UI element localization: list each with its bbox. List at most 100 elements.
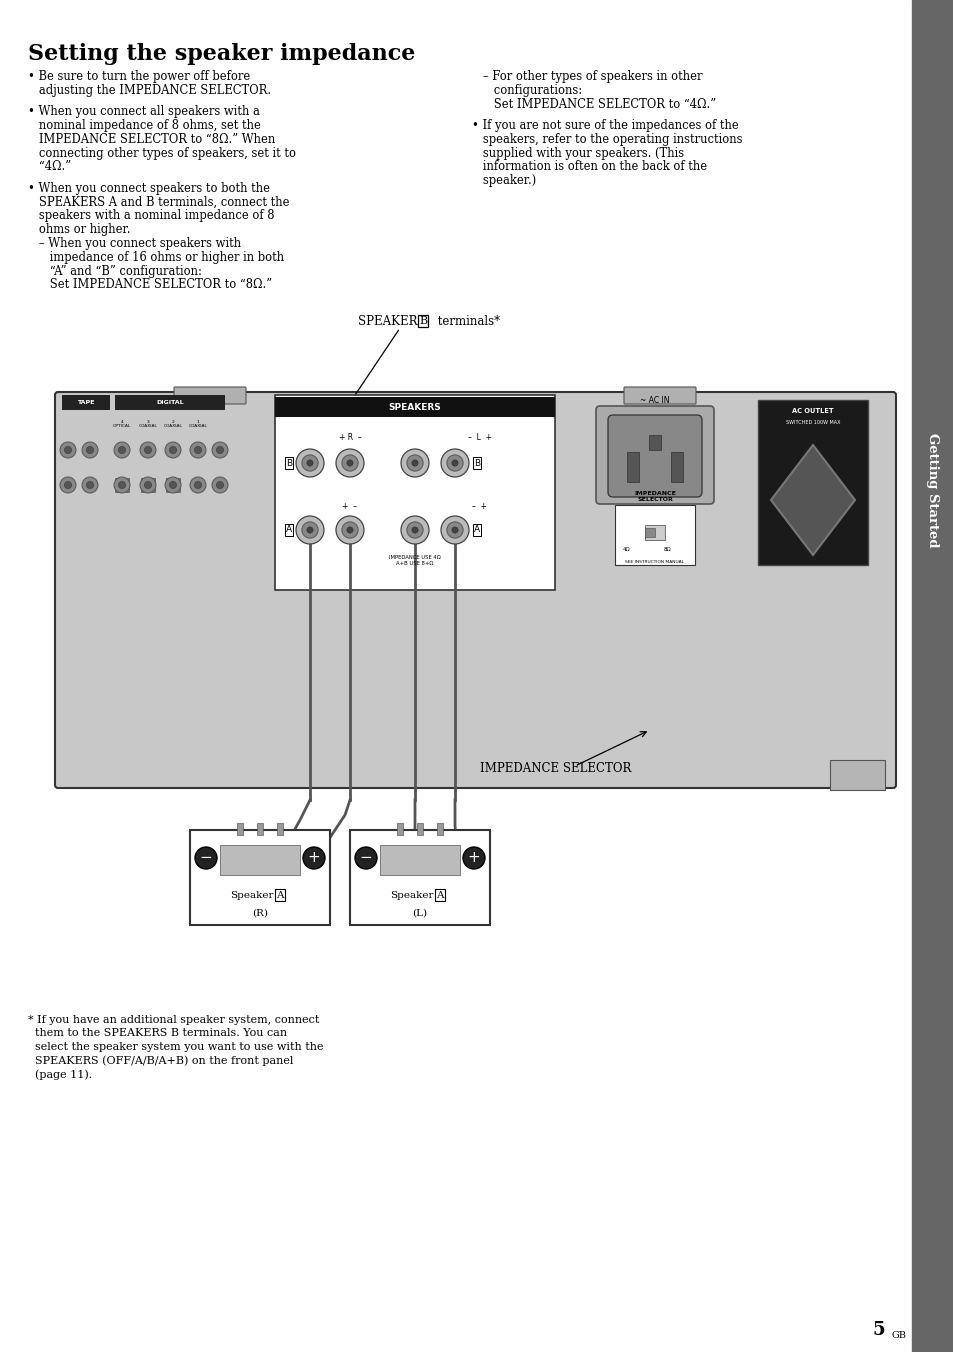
Bar — [416, 823, 422, 836]
Circle shape — [440, 516, 469, 544]
Circle shape — [194, 481, 201, 488]
Circle shape — [307, 527, 313, 533]
Text: speakers with a nominal impedance of 8: speakers with a nominal impedance of 8 — [28, 210, 274, 222]
Circle shape — [212, 477, 228, 493]
Text: A: A — [436, 891, 443, 899]
Text: SPEAKERS A and B terminals, connect the: SPEAKERS A and B terminals, connect the — [28, 196, 289, 208]
Circle shape — [400, 516, 429, 544]
Bar — [379, 845, 459, 875]
FancyBboxPatch shape — [596, 406, 713, 504]
Circle shape — [216, 481, 223, 488]
Text: configurations:: configurations: — [472, 84, 581, 97]
Bar — [615, 506, 695, 565]
Circle shape — [140, 442, 156, 458]
Bar — [141, 479, 154, 492]
Circle shape — [406, 454, 423, 470]
Circle shape — [335, 516, 364, 544]
Bar — [626, 452, 639, 483]
Circle shape — [194, 446, 201, 454]
Text: • Be sure to turn the power off before: • Be sure to turn the power off before — [28, 70, 250, 82]
Circle shape — [212, 442, 228, 458]
Circle shape — [452, 527, 457, 533]
Circle shape — [113, 442, 130, 458]
Text: −: − — [199, 850, 213, 865]
Text: * If you have an additional speaker system, connect: * If you have an additional speaker syst… — [28, 1015, 319, 1025]
Text: IMPEDANCE
SELECTOR: IMPEDANCE SELECTOR — [634, 491, 676, 502]
Circle shape — [165, 442, 181, 458]
Text: • If you are not sure of the impedances of the: • If you are not sure of the impedances … — [472, 119, 738, 132]
Bar — [256, 823, 263, 836]
Text: −: − — [359, 850, 372, 865]
Circle shape — [170, 481, 176, 488]
Text: TAPE: TAPE — [77, 399, 94, 404]
Circle shape — [190, 442, 206, 458]
Text: terminals*: terminals* — [434, 315, 499, 329]
Text: A: A — [474, 526, 479, 534]
Bar — [911, 0, 953, 1352]
Text: Setting the speaker impedance: Setting the speaker impedance — [28, 43, 415, 65]
Text: Set IMPEDANCE SELECTOR to “8Ω.”: Set IMPEDANCE SELECTOR to “8Ω.” — [28, 279, 272, 292]
Text: 4Ω: 4Ω — [622, 548, 630, 552]
Circle shape — [341, 454, 357, 470]
Bar — [396, 823, 402, 836]
Text: ~ AC IN: ~ AC IN — [639, 396, 669, 406]
Bar — [166, 479, 180, 492]
Circle shape — [440, 449, 469, 477]
FancyBboxPatch shape — [607, 415, 701, 498]
Circle shape — [65, 446, 71, 454]
Circle shape — [295, 516, 324, 544]
Text: speakers, refer to the operating instructions: speakers, refer to the operating instruc… — [472, 132, 741, 146]
Circle shape — [406, 522, 423, 538]
Text: 1
COAXIAL: 1 COAXIAL — [189, 420, 207, 429]
Text: nominal impedance of 8 ohms, set the: nominal impedance of 8 ohms, set the — [28, 119, 260, 132]
Text: 8Ω: 8Ω — [662, 548, 670, 552]
Circle shape — [140, 477, 156, 493]
Circle shape — [65, 481, 71, 488]
Text: Set IMPEDANCE SELECTOR to “4Ω.”: Set IMPEDANCE SELECTOR to “4Ω.” — [472, 97, 716, 111]
Text: (L): (L) — [412, 909, 427, 918]
Circle shape — [144, 446, 152, 454]
Text: IMPEDANCE SELECTOR to “8Ω.” When: IMPEDANCE SELECTOR to “8Ω.” When — [28, 132, 275, 146]
Text: + R  –: + R – — [338, 433, 361, 442]
Circle shape — [118, 481, 126, 488]
Circle shape — [82, 477, 98, 493]
Text: +  –: + – — [342, 502, 357, 511]
Bar — [350, 830, 490, 925]
Text: – When you connect speakers with: – When you connect speakers with — [28, 237, 241, 250]
Circle shape — [355, 846, 376, 869]
Text: information is often on the back of the: information is often on the back of the — [472, 161, 706, 173]
Text: 3
COAXIAL: 3 COAXIAL — [138, 420, 157, 429]
Circle shape — [462, 846, 484, 869]
Bar — [115, 395, 225, 410]
Circle shape — [60, 442, 76, 458]
Bar — [115, 479, 129, 492]
Text: +: + — [307, 850, 320, 865]
Circle shape — [301, 522, 317, 538]
Text: SWITCHED 100W MAX: SWITCHED 100W MAX — [785, 420, 840, 425]
Text: speaker.): speaker.) — [472, 174, 536, 187]
Text: – For other types of speakers in other: – For other types of speakers in other — [472, 70, 701, 82]
Bar — [436, 823, 442, 836]
Text: A: A — [286, 526, 292, 534]
Text: them to the SPEAKERS B terminals. You can: them to the SPEAKERS B terminals. You ca… — [28, 1029, 287, 1038]
Text: IMPEDANCE SELECTOR: IMPEDANCE SELECTOR — [479, 763, 631, 775]
Text: IMPEDANCE USE 4Ω
A+B USE 8+Ω: IMPEDANCE USE 4Ω A+B USE 8+Ω — [389, 556, 440, 566]
Bar — [648, 435, 660, 450]
Bar — [274, 395, 555, 589]
Text: 4
OPTICAL: 4 OPTICAL — [112, 420, 131, 429]
Text: –  +: – + — [472, 502, 487, 511]
Circle shape — [400, 449, 429, 477]
Text: B: B — [286, 458, 292, 468]
Text: 5: 5 — [871, 1321, 884, 1338]
Circle shape — [301, 454, 317, 470]
Circle shape — [307, 460, 313, 466]
Text: ohms or higher.: ohms or higher. — [28, 223, 131, 237]
Text: +: + — [467, 850, 480, 865]
Circle shape — [446, 454, 462, 470]
Circle shape — [452, 460, 457, 466]
Polygon shape — [770, 445, 854, 556]
Circle shape — [295, 449, 324, 477]
FancyBboxPatch shape — [173, 387, 246, 404]
Circle shape — [412, 460, 417, 466]
Bar — [276, 823, 283, 836]
